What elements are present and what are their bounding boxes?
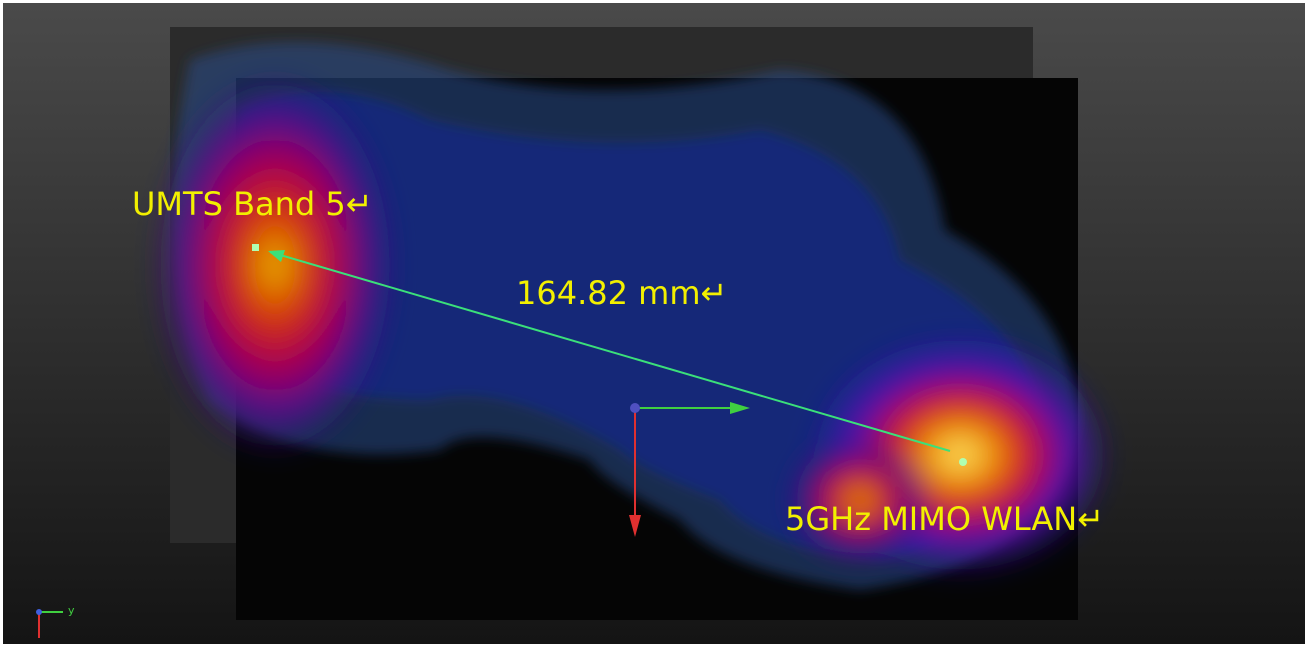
hotspots xyxy=(155,75,1110,575)
axis-origin xyxy=(630,403,640,413)
distance-line xyxy=(269,251,951,452)
source-label: UMTS Band 5↵ xyxy=(132,185,373,223)
probe-point xyxy=(959,458,967,466)
probe-point xyxy=(252,244,259,251)
axis-arrow-head xyxy=(730,402,750,414)
axis-triad: y xyxy=(36,604,75,638)
distance-label: 164.82 mm↵ xyxy=(516,274,727,312)
arrow-head xyxy=(268,250,285,262)
axis-label: y xyxy=(68,604,75,617)
axis-arrow-head xyxy=(629,515,641,537)
source-label: 5GHz MIMO WLAN↵ xyxy=(785,500,1104,538)
